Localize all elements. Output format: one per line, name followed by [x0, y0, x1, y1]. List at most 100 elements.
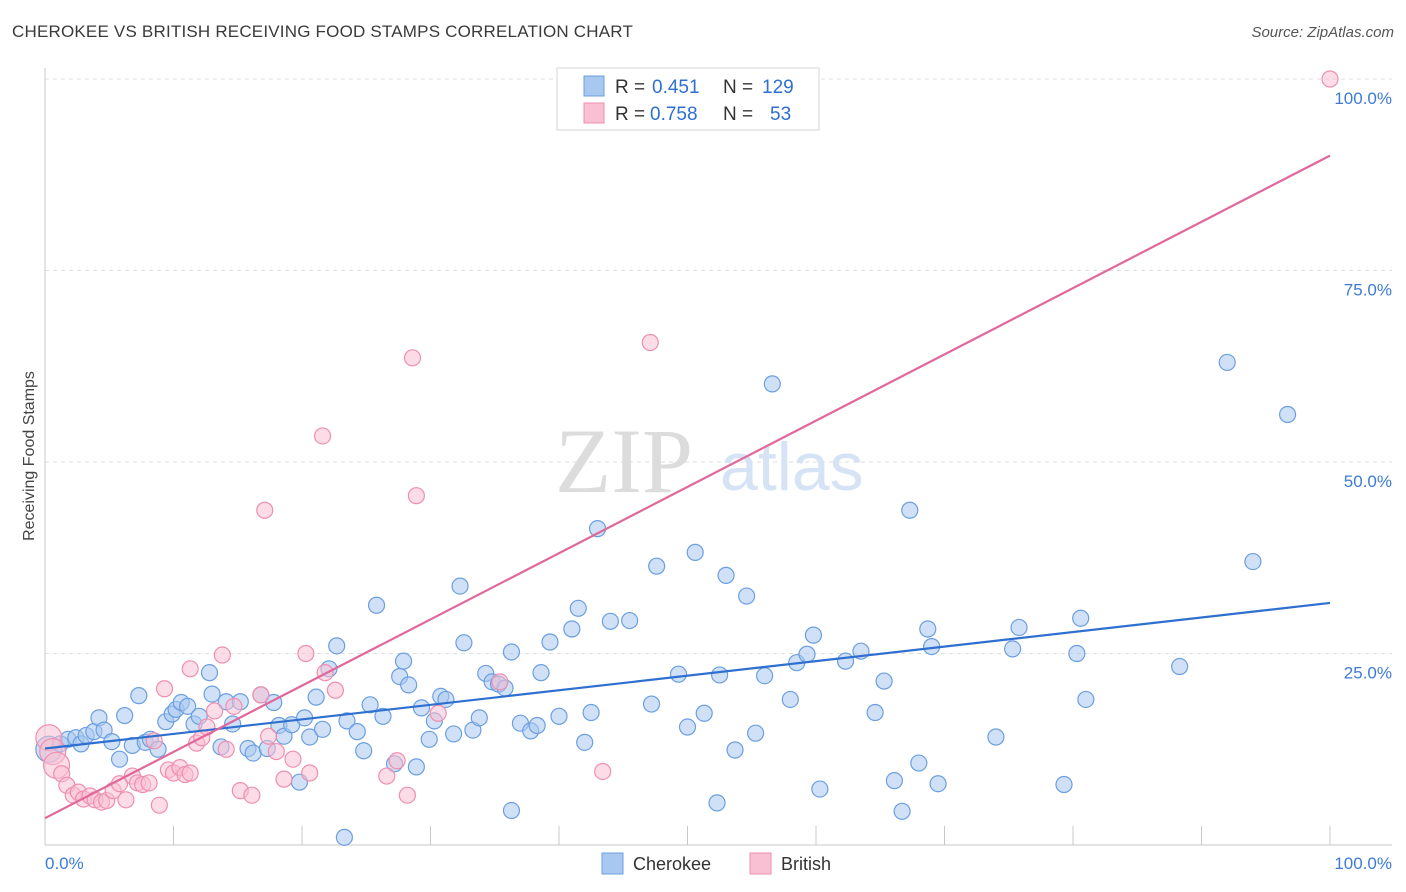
british-point: [313, 427, 332, 445]
cherokee-trend-line: [44, 601, 1331, 750]
watermark-zip: ZIP: [555, 410, 693, 512]
british-point: [326, 681, 345, 699]
cherokee-point: [811, 780, 829, 798]
cherokee-point: [1010, 618, 1028, 637]
british-point: [1321, 70, 1339, 88]
legend-r-value: 0.758: [650, 104, 698, 125]
british-point: [641, 333, 659, 352]
cherokee-point: [919, 620, 937, 638]
y-axis-label: Receiving Food Stamps: [21, 371, 38, 541]
series-british-points: [35, 70, 1339, 814]
x-tick-marks: [44, 826, 1331, 845]
cherokee-point: [502, 643, 521, 661]
legend-n-value: 53: [770, 104, 791, 125]
cherokee-point: [470, 709, 488, 727]
british-point: [403, 349, 422, 367]
cherokee-point: [116, 706, 134, 725]
cherokee-point: [1278, 405, 1297, 424]
cherokee-point: [804, 626, 823, 644]
x-tick-label-max: 100.0%: [1334, 854, 1392, 873]
cherokee-point: [669, 665, 688, 683]
y-tick-label: 50.0%: [1344, 472, 1392, 491]
british-point: [252, 686, 270, 704]
cherokee-point: [648, 557, 666, 575]
cherokee-point: [893, 802, 911, 820]
watermark: ZIP atlas: [555, 410, 864, 512]
cherokee-point: [1244, 552, 1262, 571]
cherokee-point: [738, 587, 756, 605]
british-point: [275, 770, 293, 788]
british-point: [181, 764, 199, 782]
cherokee-point: [1171, 657, 1189, 676]
cherokee-point: [686, 543, 704, 561]
cherokee-point: [445, 725, 463, 743]
cherokee-point: [781, 690, 799, 709]
cherokee-point: [695, 704, 713, 722]
cherokee-point: [875, 672, 893, 690]
british-point: [491, 673, 509, 691]
cherokee-point: [338, 712, 356, 730]
cherokee-point: [328, 637, 346, 655]
cherokee-point: [335, 828, 354, 846]
y-tick-labels: 25.0% 50.0% 75.0% 100.0%: [1334, 89, 1392, 683]
cherokee-point: [601, 612, 620, 630]
cherokee-point: [407, 758, 425, 776]
british-point: [259, 727, 278, 745]
cherokee-point: [711, 666, 729, 684]
british-point: [155, 680, 174, 698]
cherokee-point: [717, 566, 735, 584]
legend-n-value: 129: [762, 77, 794, 98]
cherokee-point: [910, 754, 928, 772]
british-point: [407, 487, 425, 505]
cherokee-point: [678, 718, 697, 736]
cherokee-point: [866, 703, 884, 722]
cherokee-point: [528, 716, 546, 735]
cherokee-point: [1218, 353, 1236, 372]
british-point: [284, 750, 302, 768]
british-point: [388, 752, 406, 770]
cherokee-point: [929, 775, 947, 793]
cherokee-point: [313, 720, 332, 738]
cherokee-point: [420, 730, 438, 748]
british-point: [213, 646, 231, 664]
cherokee-point: [1055, 775, 1073, 794]
cherokee-point: [348, 723, 366, 741]
cherokee-point: [400, 676, 418, 694]
british-point: [117, 791, 135, 809]
y-tick-label: 75.0%: [1344, 281, 1392, 300]
source-label: Source: ZipAtlas.com: [1251, 24, 1394, 41]
british-trend-line: [44, 154, 1331, 820]
bottom-legend-label-cherokee: Cherokee: [633, 854, 711, 874]
cherokee-point: [708, 794, 726, 812]
cherokee-point: [726, 741, 744, 759]
cherokee-point: [569, 599, 587, 617]
legend-swatch-cherokee: [583, 75, 605, 97]
correlation-legend: R = 0.451 N = 129 R = 0.758 N = 53: [556, 67, 820, 131]
cherokee-point: [747, 724, 765, 742]
british-point: [267, 742, 285, 761]
bottom-legend-swatch-cherokee: [601, 852, 624, 875]
cherokee-point: [394, 652, 413, 670]
cherokee-point: [367, 596, 386, 614]
cherokee-point: [1072, 609, 1090, 627]
cherokee-point: [200, 664, 219, 682]
cherokee-point: [1077, 690, 1095, 709]
british-point: [225, 697, 243, 715]
legend-n-label: N =: [723, 77, 753, 98]
cherokee-point: [541, 633, 559, 651]
legend-r-value: 0.451: [652, 77, 700, 98]
cherokee-point: [582, 703, 600, 722]
cherokee-point: [502, 801, 521, 820]
cherokee-point: [361, 696, 379, 714]
british-point: [256, 501, 274, 519]
cherokee-point: [901, 501, 919, 519]
british-point: [398, 786, 416, 804]
cherokee-point: [755, 667, 774, 685]
british-point: [206, 702, 224, 720]
cherokee-point: [885, 772, 903, 790]
cherokee-point: [798, 645, 816, 663]
british-point: [243, 786, 261, 804]
cherokee-point: [179, 697, 197, 715]
trend-lines: [44, 154, 1331, 820]
cherokee-point: [110, 750, 129, 768]
